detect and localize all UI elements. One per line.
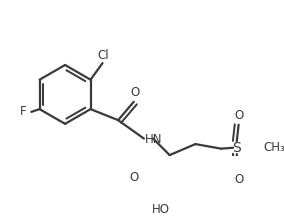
Text: O: O — [130, 171, 139, 184]
Text: HN: HN — [145, 133, 162, 146]
Text: O: O — [130, 86, 139, 100]
Text: O: O — [234, 110, 243, 122]
Text: Cl: Cl — [98, 49, 109, 62]
Text: HO: HO — [151, 203, 170, 216]
Text: CH₃: CH₃ — [264, 141, 284, 154]
Text: F: F — [20, 105, 27, 118]
Text: S: S — [232, 141, 241, 155]
Text: O: O — [234, 173, 243, 186]
